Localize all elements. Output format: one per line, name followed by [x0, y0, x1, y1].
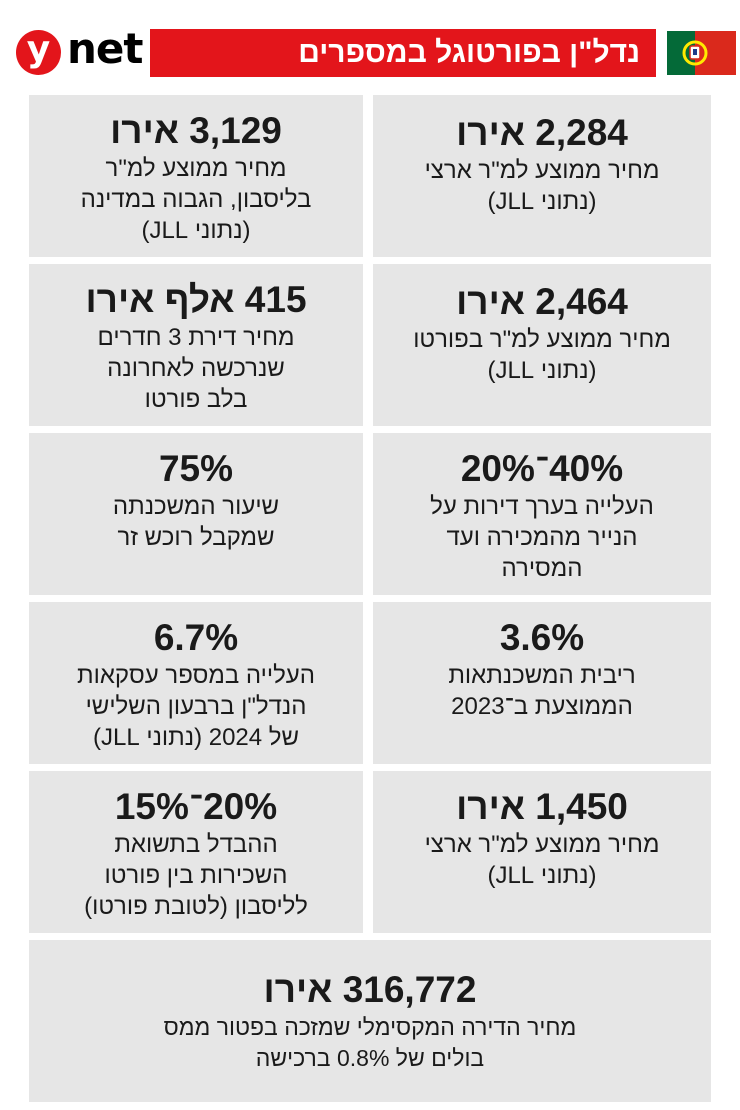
footer-stat-card: 316,772 אירו מחיר הדירה המקסימלי שמזכה ב… [29, 940, 711, 1102]
stat-value: 1,450 אירו [456, 786, 628, 827]
stat-description: ההבדל בתשואת השכירות בין פורטו לליסבון (… [84, 831, 308, 920]
stat-description: מחיר דירת 3 חדרים שנרכשה לאחרונה בלב פור… [97, 324, 295, 413]
stat-card: 75% שיעור המשכנתה שמקבל רוכש זר [29, 433, 363, 595]
stat-description: העלייה במספר עסקאות הנדל"ן ברבעון השלישי… [77, 662, 315, 751]
footer-stat-description: מחיר הדירה המקסימלי שמזכה בפטור ממס בולי… [163, 1014, 577, 1071]
stat-description: העלייה בערך דירות על הנייר מהמכירה ועד ה… [430, 493, 654, 582]
stat-card: 415 אלף אירו מחיר דירת 3 חדרים שנרכשה לא… [29, 264, 363, 426]
stat-card: 3.6% ריבית המשכנתאות הממוצעת ב־2023 [373, 602, 711, 764]
stat-description: ריבית המשכנתאות הממוצעת ב־2023 [448, 662, 636, 720]
stat-value: 2,464 אירו [456, 281, 628, 322]
stat-value: 40%־20% [460, 448, 624, 489]
stat-card: 6.7% העלייה במספר עסקאות הנדל"ן ברבעון ה… [29, 602, 363, 764]
header: y net נדל"ן בפורטוגל במספרים [0, 0, 740, 90]
stat-card: 2,284 אירו מחיר ממוצע למ"ר ארצי (נתוני J… [373, 95, 711, 257]
stat-value: 75% [158, 448, 234, 489]
stat-description: מחיר ממוצע למ"ר ארצי (נתוני JLL) [424, 157, 660, 215]
ynet-logo-text[interactable]: net [67, 24, 143, 73]
stat-card: 2,464 אירו מחיר ממוצע למ"ר בפורטו (נתוני… [373, 264, 711, 426]
stat-card: 3,129 אירו מחיר ממוצע למ"ר בליסבון, הגבו… [29, 95, 363, 257]
stat-value: 2,284 אירו [456, 112, 628, 153]
stat-value: 20%־15% [114, 786, 278, 827]
stat-description: מחיר ממוצע למ"ר בליסבון, הגבוה במדינה (נ… [80, 155, 312, 244]
footer-stat-value: 316,772 אירו [263, 969, 477, 1010]
stat-description: מחיר ממוצע למ"ר בפורטו (נתוני JLL) [413, 326, 671, 384]
stat-value: 3,129 אירו [110, 110, 282, 151]
stat-card: 1,450 אירו מחיר ממוצע למ"ר ארצי (נתוני J… [373, 771, 711, 933]
stat-value: 6.7% [153, 617, 239, 658]
stat-description: שיעור המשכנתה שמקבל רוכש זר [112, 493, 280, 551]
stat-description: מחיר ממוצע למ"ר ארצי (נתוני JLL) [424, 831, 660, 889]
ynet-logo-y[interactable]: y [16, 30, 61, 75]
stat-card: 40%־20% העלייה בערך דירות על הנייר מהמכי… [373, 433, 711, 595]
page-title: נדל"ן בפורטוגל במספרים [150, 29, 656, 77]
stat-value: 415 אלף אירו [85, 279, 307, 320]
stat-card: 20%־15% ההבדל בתשואת השכירות בין פורטו ל… [29, 771, 363, 933]
stat-value: 3.6% [499, 617, 585, 658]
portugal-flag-icon [665, 29, 738, 77]
